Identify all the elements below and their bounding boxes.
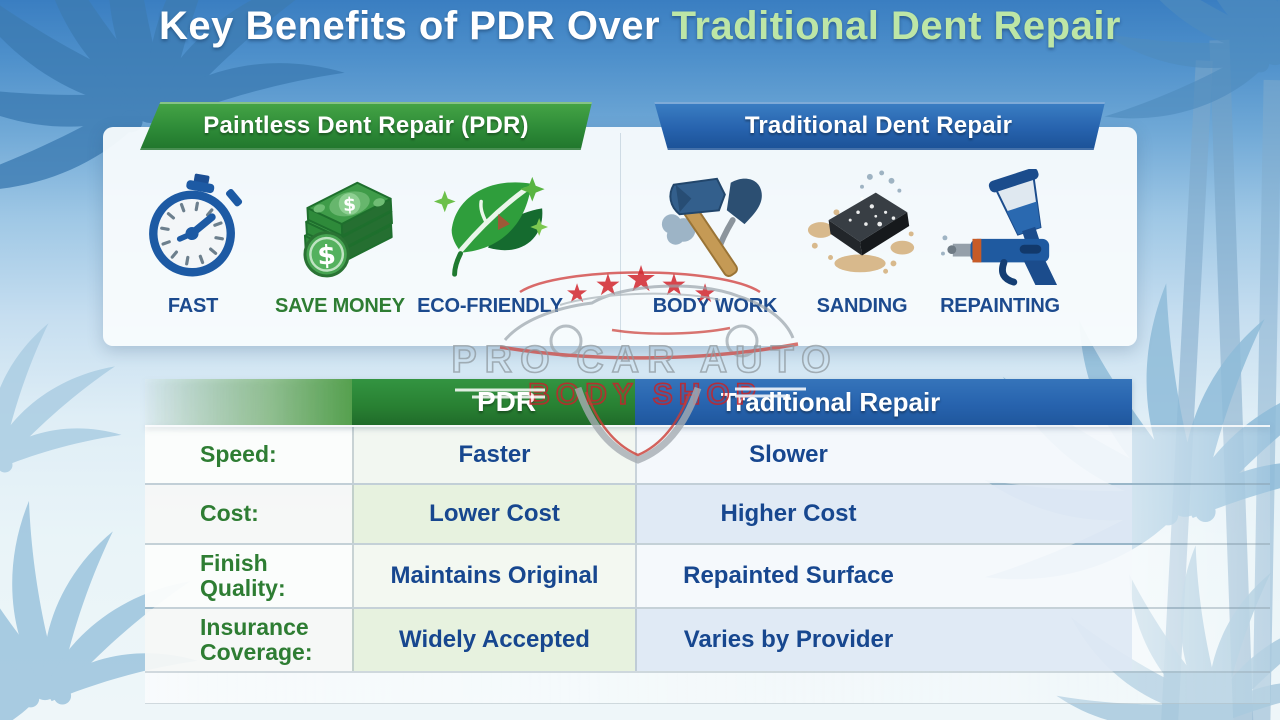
feature-label: SANDING (816, 295, 908, 317)
feature-label: SAVE MONEY (275, 295, 405, 317)
hammer-dolly-icon (642, 167, 788, 289)
table-header-row: PDR Traditional Repair (145, 379, 1270, 427)
traditional-value: Repainted Surface (635, 545, 1132, 607)
pdr-value: Widely Accepted (352, 609, 635, 671)
row-label: Cost: (145, 485, 352, 543)
spray-gun-icon (927, 167, 1073, 289)
table-row-speed: Speed: Faster Slower (145, 427, 1270, 483)
traditional-banner: Traditional Dent Repair (654, 102, 1105, 150)
icon-comparison-card: FAST (103, 127, 1137, 346)
feature-label: REPAINTING (940, 295, 1060, 317)
feature-save-money: $ $ SAVE MONEY (267, 167, 413, 318)
card-divider (620, 133, 621, 340)
pdr-value: Maintains Original (352, 545, 635, 607)
stopwatch-icon (120, 167, 266, 289)
traditional-value: Higher Cost (635, 485, 1132, 543)
feature-sanding: SANDING (789, 167, 935, 318)
feature-eco-friendly: ECO-FRIENDLY (417, 167, 563, 318)
row-extension (1132, 427, 1270, 483)
header-cell-pdr: PDR (352, 379, 635, 425)
row-label: Speed: (145, 427, 352, 483)
table-footer-band (145, 671, 1270, 704)
header-cell-traditional: Traditional Repair (635, 379, 1132, 425)
feature-label: BODY WORK (652, 295, 778, 317)
title-highlight: Traditional Dent Repair (671, 4, 1121, 48)
row-extension (1132, 545, 1270, 607)
row-extension (1132, 485, 1270, 543)
comparison-table: PDR Traditional Repair Speed: Faster Slo… (145, 379, 1270, 704)
feature-fast: FAST (120, 167, 266, 318)
feature-label: ECO-FRIENDLY (417, 295, 563, 317)
table-row-finish-quality: Finish Quality: Maintains Original Repai… (145, 543, 1270, 607)
traditional-banner-label: Traditional Dent Repair (744, 112, 1013, 139)
page-title: Key Benefits of PDR Over Traditional Den… (0, 4, 1280, 49)
money-stack-icon: $ $ (267, 167, 413, 289)
row-label: Insurance Coverage: (145, 609, 352, 671)
table-row-insurance: Insurance Coverage: Widely Accepted Vari… (145, 607, 1270, 671)
pdr-value: Faster (352, 427, 635, 483)
traditional-value: Slower (635, 427, 1132, 483)
title-prefix: Key Benefits of PDR Over (158, 4, 661, 48)
pdr-banner: Paintless Dent Repair (PDR) (140, 102, 592, 150)
svg-text:$: $ (317, 240, 337, 272)
row-extension (1132, 609, 1270, 671)
pdr-value: Lower Cost (352, 485, 635, 543)
feature-label: FAST (167, 295, 219, 317)
svg-text:$: $ (343, 194, 357, 216)
sanding-block-icon (789, 167, 935, 289)
feature-body-work: BODY WORK (642, 167, 788, 318)
leaf-icon (417, 167, 563, 289)
pdr-banner-label: Paintless Dent Repair (PDR) (203, 112, 529, 139)
traditional-value: Varies by Provider (635, 609, 1132, 671)
feature-repainting: REPAINTING (927, 167, 1073, 318)
header-cell-blank (145, 379, 352, 425)
table-row-cost: Cost: Lower Cost Higher Cost (145, 483, 1270, 543)
row-label: Finish Quality: (145, 545, 352, 607)
